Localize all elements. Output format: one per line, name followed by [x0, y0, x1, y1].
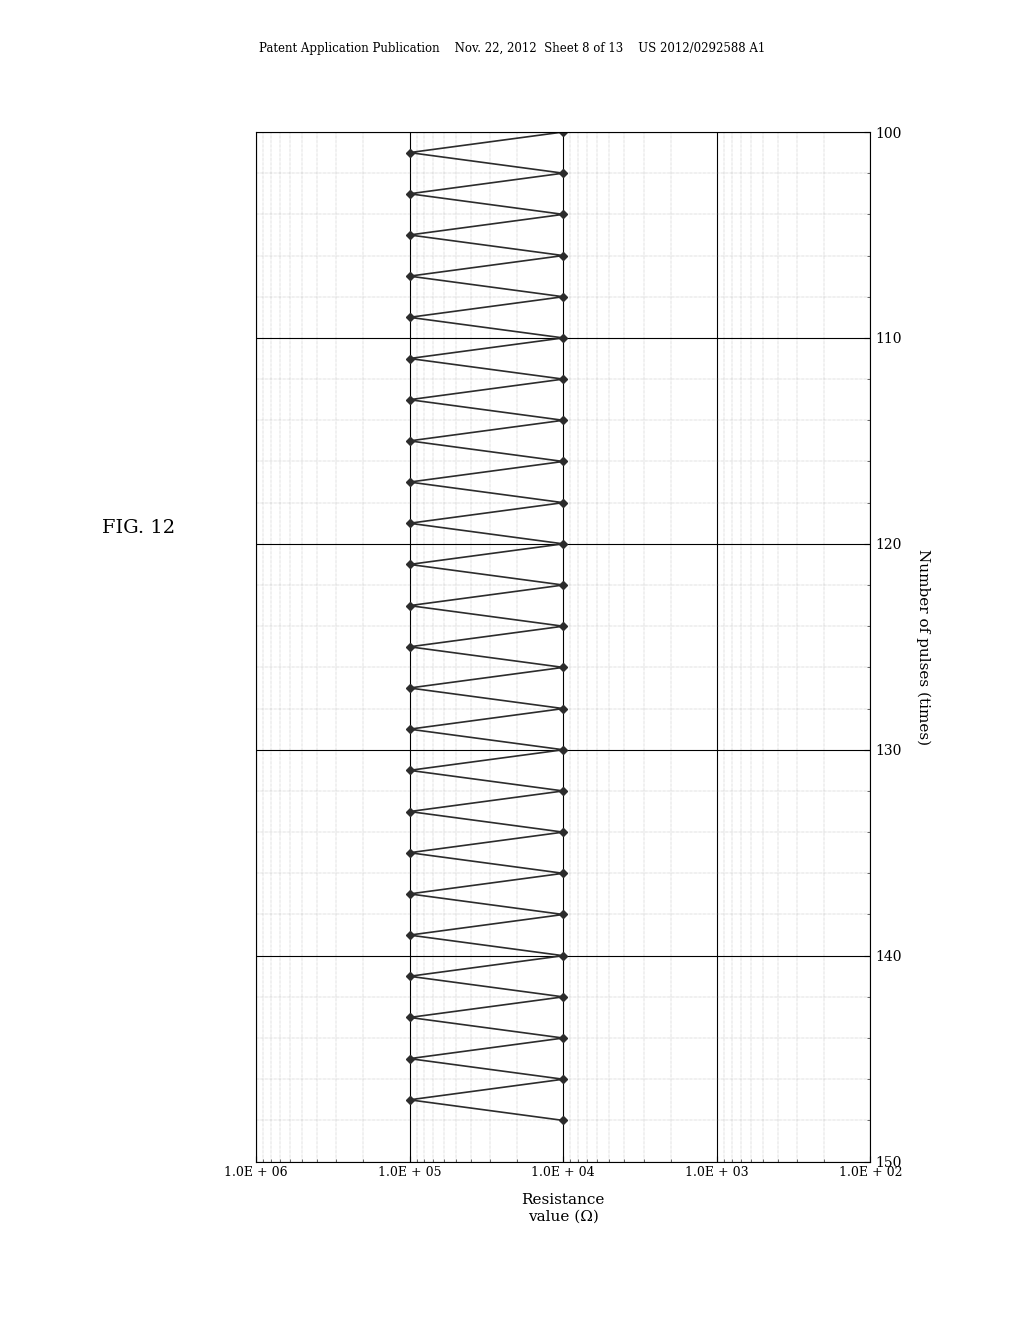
Text: Patent Application Publication    Nov. 22, 2012  Sheet 8 of 13    US 2012/029258: Patent Application Publication Nov. 22, …	[259, 42, 765, 55]
Text: FIG. 12: FIG. 12	[102, 519, 175, 537]
Y-axis label: Number of pulses (times): Number of pulses (times)	[915, 549, 930, 744]
X-axis label: Resistance
value (Ω): Resistance value (Ω)	[521, 1193, 605, 1224]
